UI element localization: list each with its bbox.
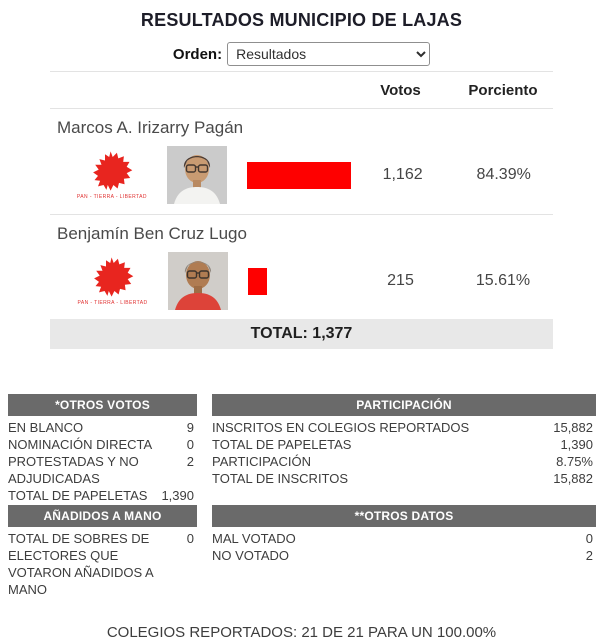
stat-row: INSCRITOS EN COLEGIOS REPORTADOS 15,882 [212, 419, 596, 436]
stat-label: INSCRITOS EN COLEGIOS REPORTADOS [212, 420, 470, 435]
stat-value: 9 [186, 420, 194, 435]
candidate-photo [168, 252, 228, 310]
stat-row: MAL VOTADO 0 [212, 530, 596, 547]
stat-row: TOTAL DE SOBRES DE ELECTORES QUE VOTARON… [8, 530, 197, 598]
candidate-name: Benjamín Ben Cruz Lugo [57, 224, 247, 243]
ppd-pava-icon [93, 257, 133, 297]
column-header-porciento: Porciento [468, 82, 538, 99]
stat-row: TOTAL DE PAPELETAS 1,390 [8, 487, 197, 504]
otros-datos-header: **OTROS DATOS [212, 505, 596, 527]
anadidos-a-mano-header: AÑADIDOS A MANO [8, 505, 197, 527]
stat-label: PARTICIPACIÓN [212, 454, 311, 469]
candidate-section: Marcos A. Irizarry Pagán PAN - TIERRA - … [50, 109, 553, 206]
stat-value: 0 [585, 531, 593, 546]
votes-value: 215 [387, 272, 414, 289]
vote-bar-cell [248, 267, 348, 295]
stat-label: MAL VOTADO [212, 531, 296, 546]
stat-row: PROTESTADAS Y NO ADJUDICADAS 2 [8, 453, 197, 487]
party-logo-cell: PAN - TIERRA - LIBERTAD [70, 256, 155, 306]
orden-row: Orden: Resultados [0, 42, 603, 66]
stat-value: 0 [186, 437, 194, 452]
stat-label: EN BLANCO [8, 420, 84, 435]
stat-value: 2 [585, 548, 593, 563]
stat-row: NOMINACIÓN DIRECTA 0 [8, 436, 197, 453]
stat-value: 1,390 [161, 488, 194, 503]
stat-value: 2 [186, 454, 194, 469]
percent-value: 15.61% [475, 272, 531, 289]
orden-label: Orden: [172, 45, 223, 63]
participacion-box: PARTICIPACIÓN INSCRITOS EN COLEGIOS REPO… [212, 394, 596, 487]
stat-value: 15,882 [553, 420, 593, 435]
orden-select[interactable]: Resultados [227, 42, 431, 66]
stat-value: 15,882 [553, 471, 593, 486]
stat-row: PARTICIPACIÓN 8.75% [212, 453, 596, 470]
total-bar: TOTAL: 1,377 [50, 319, 553, 349]
party-slogan: PAN - TIERRA - LIBERTAD [77, 300, 148, 306]
candidate-name: Marcos A. Irizarry Pagán [57, 118, 244, 137]
stat-label: PROTESTADAS Y NO ADJUDICADAS [8, 454, 139, 486]
otros-votos-header: *OTROS VOTOS [8, 394, 197, 416]
stat-row: EN BLANCO 9 [8, 419, 197, 436]
stat-label: TOTAL DE PAPELETAS [212, 437, 352, 452]
stat-label: TOTAL DE SOBRES DE ELECTORES QUE VOTARON… [8, 531, 153, 597]
otros-datos-rows: MAL VOTADO 0 NO VOTADO 2 [212, 527, 596, 564]
otros-datos-box: **OTROS DATOS MAL VOTADO 0 NO VOTADO 2 [212, 505, 596, 564]
participacion-rows: INSCRITOS EN COLEGIOS REPORTADOS 15,882 … [212, 416, 596, 487]
anadidos-a-mano-rows: TOTAL DE SOBRES DE ELECTORES QUE VOTARON… [8, 527, 197, 598]
candidate-section: Benjamín Ben Cruz Lugo PAN - TIERRA - LI… [50, 214, 553, 312]
candidate-row: PAN - TIERRA - LIBERTAD 215 15.61% [50, 250, 553, 312]
stat-label: TOTAL DE PAPELETAS [8, 488, 148, 503]
stat-value: 8.75% [556, 454, 593, 469]
colegios-reportados-text: COLEGIOS REPORTADOS: 21 DE 21 PARA UN 10… [106, 624, 497, 641]
otros-votos-box: *OTROS VOTOS EN BLANCO 9 NOMINACIÓN DIRE… [8, 394, 197, 504]
results-table: Votos Porciento Marcos A. Irizarry Pagán… [50, 71, 553, 349]
percent-value: 84.39% [476, 166, 531, 183]
stat-label: NO VOTADO [212, 548, 290, 563]
party-slogan: PAN - TIERRA - LIBERTAD [76, 194, 147, 200]
vote-bar-cell [246, 161, 351, 189]
vote-bar [248, 267, 267, 295]
votes-value: 1,162 [382, 166, 423, 183]
stat-label: TOTAL DE INSCRITOS [212, 471, 349, 486]
participacion-header: PARTICIPACIÓN [212, 394, 596, 416]
candidate-photo [166, 146, 227, 204]
stat-label: NOMINACIÓN DIRECTA [8, 437, 153, 452]
stat-row: NO VOTADO 2 [212, 547, 596, 564]
otros-votos-rows: EN BLANCO 9 NOMINACIÓN DIRECTA 0 PROTEST… [8, 416, 197, 504]
vote-bar [246, 161, 351, 189]
anadidos-a-mano-box: AÑADIDOS A MANO TOTAL DE SOBRES DE ELECT… [8, 505, 197, 598]
ppd-pava-icon [93, 151, 133, 191]
candidate-row: PAN - TIERRA - LIBERTAD 1,162 84.39% [50, 144, 553, 206]
stat-value: 1,390 [560, 437, 593, 452]
stat-row: TOTAL DE INSCRITOS 15,882 [212, 470, 596, 487]
results-column-headers: Votos Porciento [50, 72, 553, 109]
party-logo-cell: PAN - TIERRA - LIBERTAD [70, 150, 154, 200]
stat-row: TOTAL DE PAPELETAS 1,390 [212, 436, 596, 453]
column-header-votos: Votos [380, 82, 421, 99]
page-title: RESULTADOS MUNICIPIO DE LAJAS [140, 10, 463, 30]
stats-boxes: *OTROS VOTOS EN BLANCO 9 NOMINACIÓN DIRE… [8, 394, 603, 598]
stat-value: 0 [186, 531, 194, 546]
